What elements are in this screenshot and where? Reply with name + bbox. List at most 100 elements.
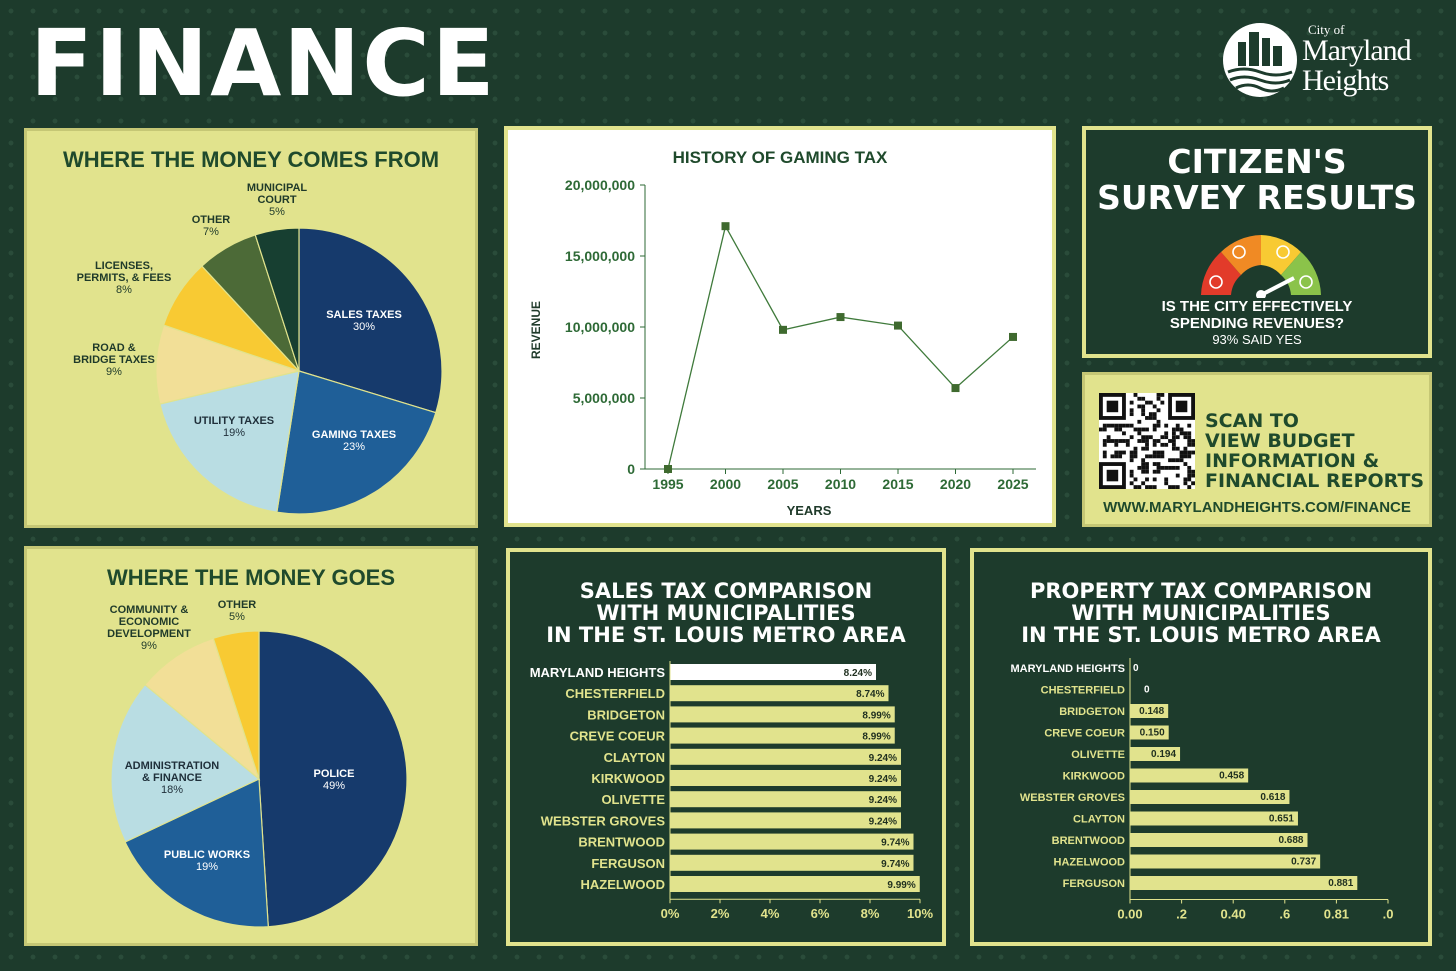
qr-module bbox=[1160, 454, 1165, 459]
qr-module bbox=[1164, 423, 1169, 428]
qr-module bbox=[1133, 485, 1138, 489]
qr-module bbox=[1171, 458, 1176, 463]
qr-module bbox=[1137, 431, 1142, 436]
qr-module bbox=[1129, 435, 1134, 440]
qr-module bbox=[1106, 423, 1111, 428]
qr-module bbox=[1171, 465, 1176, 470]
sales-tax-title-line1: SALES TAX COMPARISON bbox=[579, 579, 873, 603]
survey-result: 93% SAID YES bbox=[1212, 332, 1302, 347]
qr-module bbox=[1145, 427, 1149, 432]
qr-module bbox=[1191, 481, 1195, 486]
bar-category-label: CREVE COEUR bbox=[570, 729, 666, 744]
series-line bbox=[667, 224, 1014, 470]
bar-value-label: 0.651 bbox=[1269, 814, 1294, 825]
qr-module bbox=[1183, 462, 1188, 466]
qr-module bbox=[1183, 454, 1188, 459]
x-tick-label: 2000 bbox=[710, 476, 741, 492]
qr-module bbox=[1183, 481, 1188, 486]
qr-module bbox=[1145, 485, 1149, 489]
qr-module bbox=[1114, 439, 1119, 443]
bar-category-label: CLAYTON bbox=[604, 750, 665, 765]
pie-slice-label: SALES TAXES bbox=[326, 309, 402, 321]
bar-value-label: 9.74% bbox=[881, 838, 909, 849]
bar-value-label: 0 bbox=[1133, 663, 1139, 674]
qr-module bbox=[1148, 416, 1153, 420]
property-tax-bar-chart: MARYLAND HEIGHTS 0 CHESTERFIELD 0 BRIDGETON 0… bbox=[1011, 658, 1393, 922]
qr-module bbox=[1187, 465, 1192, 470]
qr-module bbox=[1164, 435, 1169, 440]
qr-module bbox=[1118, 450, 1123, 455]
qr-module bbox=[1133, 393, 1138, 397]
city-seal-icon bbox=[1223, 23, 1297, 97]
qr-module bbox=[1102, 442, 1107, 447]
pie-slice bbox=[276, 370, 437, 515]
qr-module bbox=[1156, 393, 1161, 397]
qr-text-line1: SCAN TO bbox=[1205, 410, 1299, 432]
qr-module bbox=[1106, 435, 1111, 440]
x-tick-label: 0.00 bbox=[1117, 907, 1142, 922]
qr-module bbox=[1168, 439, 1172, 443]
pie-slice-value: 23% bbox=[343, 441, 365, 453]
qr-module bbox=[1187, 477, 1192, 482]
pie-slice-label: OTHER bbox=[192, 214, 231, 226]
qr-module bbox=[1148, 485, 1153, 489]
property-tax-title-line2: WITH MUNICIPALITIES bbox=[1071, 601, 1331, 625]
finance-url-link[interactable]: WWW.MARYLANDHEIGHTS.COM/FINANCE bbox=[1103, 499, 1411, 516]
bar-category-label: HAZELWOOD bbox=[581, 877, 666, 892]
sales-tax-bar-chart: MARYLAND HEIGHTS 8.24% CHESTERFIELD 8.74% BR… bbox=[530, 661, 933, 921]
qr-module bbox=[1118, 439, 1123, 443]
bar-value-label: 0.737 bbox=[1291, 857, 1316, 868]
pie-slice-value: 19% bbox=[196, 861, 218, 873]
qr-finder bbox=[1106, 400, 1119, 413]
bar-value-label: 0.150 bbox=[1140, 728, 1165, 739]
pie-slice-value: 5% bbox=[229, 611, 245, 623]
bar bbox=[1130, 833, 1308, 847]
qr-module bbox=[1152, 469, 1157, 474]
qr-module bbox=[1148, 412, 1153, 417]
qr-module bbox=[1156, 396, 1161, 401]
qr-module bbox=[1156, 408, 1161, 413]
qr-module bbox=[1171, 442, 1176, 447]
data-point bbox=[836, 313, 845, 322]
sales-tax-title-line2: WITH MUNICIPALITIES bbox=[596, 601, 856, 625]
qr-module bbox=[1171, 427, 1176, 432]
qr-module bbox=[1129, 454, 1134, 459]
bar-value-label: 9.24% bbox=[869, 795, 897, 806]
qr-code-icon[interactable] bbox=[1099, 393, 1195, 489]
qr-module bbox=[1145, 400, 1149, 405]
qr-module bbox=[1137, 404, 1142, 409]
qr-text-line4: FINANCIAL REPORTS bbox=[1205, 470, 1425, 492]
qr-module bbox=[1164, 477, 1169, 482]
qr-module bbox=[1168, 458, 1172, 463]
qr-module bbox=[1122, 423, 1126, 428]
qr-module bbox=[1152, 423, 1157, 428]
qr-module bbox=[1183, 477, 1188, 482]
pie-slice-value: 19% bbox=[223, 427, 245, 439]
qr-module bbox=[1141, 462, 1146, 466]
survey-panel: CITIZEN'S SURVEY RESULTS IS THE CITY EFF… bbox=[1082, 126, 1432, 358]
qr-module bbox=[1152, 450, 1157, 455]
x-tick-label: 0.81 bbox=[1324, 907, 1349, 922]
bar bbox=[1130, 876, 1358, 890]
qr-module bbox=[1148, 400, 1153, 405]
qr-module bbox=[1179, 450, 1184, 455]
bar-category-label: BRENTWOOD bbox=[1052, 835, 1125, 847]
qr-module bbox=[1179, 458, 1184, 463]
qr-module bbox=[1152, 462, 1157, 466]
qr-module bbox=[1141, 396, 1146, 401]
qr-module bbox=[1099, 427, 1103, 432]
pie-slice bbox=[155, 324, 302, 405]
qr-module bbox=[1133, 454, 1138, 459]
qr-module bbox=[1156, 439, 1161, 443]
qr-module bbox=[1152, 477, 1157, 482]
qr-module bbox=[1179, 454, 1184, 459]
qr-module bbox=[1114, 450, 1119, 455]
bar-value-label: 0.688 bbox=[1278, 835, 1303, 846]
qr-module bbox=[1175, 485, 1180, 489]
qr-module bbox=[1141, 427, 1146, 432]
qr-module bbox=[1179, 427, 1184, 432]
qr-module bbox=[1145, 454, 1149, 459]
pie-slice-value: 49% bbox=[323, 780, 345, 792]
qr-module bbox=[1191, 442, 1195, 447]
page-title: FINANCE bbox=[30, 10, 497, 117]
